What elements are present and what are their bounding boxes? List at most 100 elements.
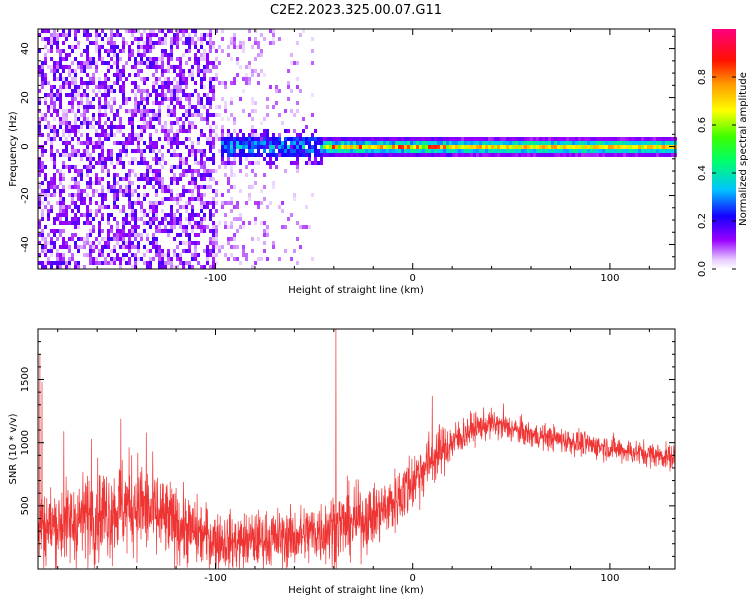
heatmap-cell [77, 181, 80, 185]
heatmap-cell [203, 177, 206, 181]
heatmap-cell [236, 133, 239, 137]
heatmap-cell [44, 237, 47, 241]
heatmap-cell [65, 213, 68, 217]
heatmap-cell [437, 145, 440, 149]
heatmap-cell [200, 265, 203, 269]
heatmap-cell [326, 145, 329, 149]
heatmap-cell [86, 181, 89, 185]
heatmap-cell [224, 137, 227, 141]
heatmap-cell [203, 153, 206, 157]
heatmap-cell [206, 201, 209, 205]
heatmap-cell [569, 145, 572, 149]
heatmap-cell [665, 141, 668, 145]
heatmap-cell [209, 89, 212, 93]
heatmap-cell [197, 233, 200, 237]
heatmap-cell [149, 29, 152, 33]
heatmap-cell [149, 117, 152, 121]
heatmap-cell [155, 61, 158, 65]
heatmap-cell [212, 153, 215, 157]
heatmap-cell [173, 165, 176, 169]
heatmap-cell [263, 73, 266, 77]
heatmap-cell [410, 145, 413, 149]
heatmap-cell [191, 197, 194, 201]
heatmap-cell [107, 205, 110, 209]
heatmap-cell [104, 245, 107, 249]
heatmap-cell [167, 253, 170, 257]
heatmap-cell [173, 225, 176, 229]
heatmap-cell [650, 149, 653, 153]
heatmap-cell [56, 77, 59, 81]
heatmap-cell [530, 137, 533, 141]
heatmap-cell [161, 209, 164, 213]
heatmap-cell [215, 261, 218, 265]
heatmap-cell [38, 33, 41, 37]
heatmap-cell [221, 117, 224, 121]
heatmap-cell [242, 49, 245, 53]
heatmap-cell [41, 153, 44, 157]
heatmap-cell [233, 81, 236, 85]
heatmap-cell [143, 53, 146, 57]
heatmap-cell [443, 141, 446, 145]
heatmap-cell [371, 149, 374, 153]
heatmap-cell [290, 141, 293, 145]
heatmap-cell [41, 209, 44, 213]
heatmap-cell [206, 97, 209, 101]
heatmap-cell [227, 117, 230, 121]
heatmap-cell [197, 97, 200, 101]
heatmap-cell [59, 85, 62, 89]
heatmap-cell [95, 177, 98, 181]
heatmap-cell [134, 137, 137, 141]
heatmap-cell [353, 145, 356, 149]
heatmap-cell [377, 145, 380, 149]
heatmap-cell [74, 201, 77, 205]
heatmap-cell [116, 65, 119, 69]
heatmap-cell [578, 149, 581, 153]
heatmap-cell [74, 177, 77, 181]
heatmap-cell [488, 141, 491, 145]
heatmap-cell [71, 165, 74, 169]
heatmap-cell [50, 261, 53, 265]
heatmap-cell [233, 45, 236, 49]
heatmap-cell [605, 137, 608, 141]
heatmap-cell [647, 141, 650, 145]
heatmap-cell [137, 101, 140, 105]
heatmap-cell [620, 149, 623, 153]
heatmap-cell [644, 137, 647, 141]
heatmap-cell [179, 257, 182, 261]
heatmap-cell [155, 237, 158, 241]
heatmap-cell [50, 157, 53, 161]
heatmap-cell [200, 129, 203, 133]
heatmap-cell [191, 257, 194, 261]
heatmap-cell [575, 149, 578, 153]
heatmap-cell [179, 97, 182, 101]
heatmap-cell [524, 149, 527, 153]
heatmap-cell [173, 105, 176, 109]
heatmap-cell [173, 65, 176, 69]
heatmap-cell [224, 201, 227, 205]
heatmap-cell [281, 141, 284, 145]
heatmap-cell [74, 81, 77, 85]
snr-line-segment [250, 503, 304, 569]
heatmap-cell [605, 145, 608, 149]
snr-line-segment [143, 432, 198, 569]
heatmap-cell [83, 165, 86, 169]
heatmap-cell [182, 105, 185, 109]
heatmap-cell [161, 125, 164, 129]
heatmap-cell [86, 73, 89, 77]
heatmap-cell [584, 153, 587, 157]
spectrogram-xlabel: Height of straight line (km) [288, 285, 424, 296]
heatmap-cell [44, 53, 47, 57]
heatmap-cell [233, 37, 236, 41]
heatmap-cell [53, 229, 56, 233]
heatmap-cell [536, 145, 539, 149]
heatmap-cell [491, 137, 494, 141]
heatmap-cell [86, 209, 89, 213]
heatmap-cell [83, 121, 86, 125]
heatmap-cell [332, 153, 335, 157]
heatmap-cell [176, 141, 179, 145]
heatmap-cell [332, 141, 335, 145]
heatmap-cell [242, 253, 245, 257]
heatmap-cell [380, 145, 383, 149]
heatmap-cell [101, 81, 104, 85]
